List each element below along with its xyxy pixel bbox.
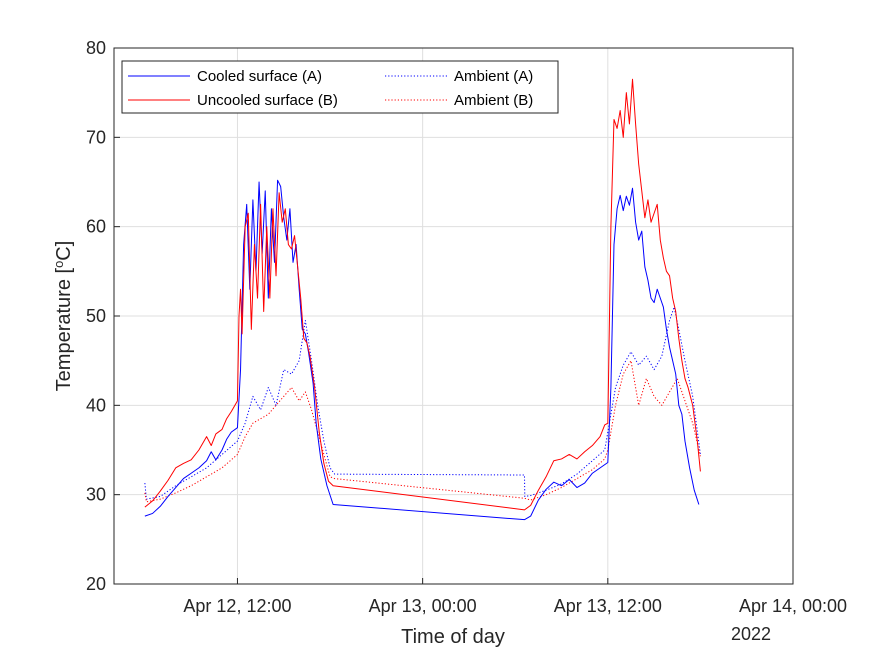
legend-label-ambient-a: Ambient (A): [454, 68, 533, 85]
y-tick-label: 50: [86, 306, 106, 326]
y-tick-label: 60: [86, 217, 106, 237]
x-tick-label: Apr 12, 12:00: [183, 596, 291, 616]
x-tick-label: Apr 13, 12:00: [554, 596, 662, 616]
legend-box: [121, 60, 559, 114]
y-axis-label-prefix: Temperature [: [53, 267, 75, 391]
x-axis-label: Time of day: [401, 626, 505, 648]
x-tick-label: Apr 13, 00:00: [369, 596, 477, 616]
data-series: [144, 78, 701, 521]
legend-label-uncooled-surface-b: Uncooled surface (B): [197, 92, 338, 109]
y-tick-label: 30: [86, 485, 106, 505]
x-tick-label: Apr 14, 00:00: [739, 596, 847, 616]
grid: [114, 48, 793, 584]
legend-label-ambient-b: Ambient (B): [454, 92, 533, 109]
series-line-ambient-b: [144, 360, 701, 503]
y-tick-label: 80: [86, 38, 106, 58]
y-axis-label-suffix: C]: [53, 241, 75, 261]
legend-label-cooled-surface-a: Cooled surface (A): [197, 68, 322, 85]
series-line-uncooled-surface-b: [144, 78, 701, 511]
y-tick-label: 20: [86, 574, 106, 594]
axis-ticks: 20 30 40 50 60 70 80 Apr 12, 12:00 Apr 13, 00:00…: [86, 38, 847, 616]
y-axis-label-degree: o: [51, 261, 66, 268]
y-tick-label: 40: [86, 395, 106, 415]
legend: Cooled surface (A) Uncooled surface (B) …: [121, 60, 559, 114]
y-tick-label: 70: [86, 127, 106, 147]
y-axis-label: Temperature [oC]: [51, 241, 76, 392]
series-line-ambient-a: [144, 306, 701, 500]
series-line-cooled-surface-a: [144, 179, 700, 521]
x-axis-year-label: 2022: [731, 624, 771, 644]
